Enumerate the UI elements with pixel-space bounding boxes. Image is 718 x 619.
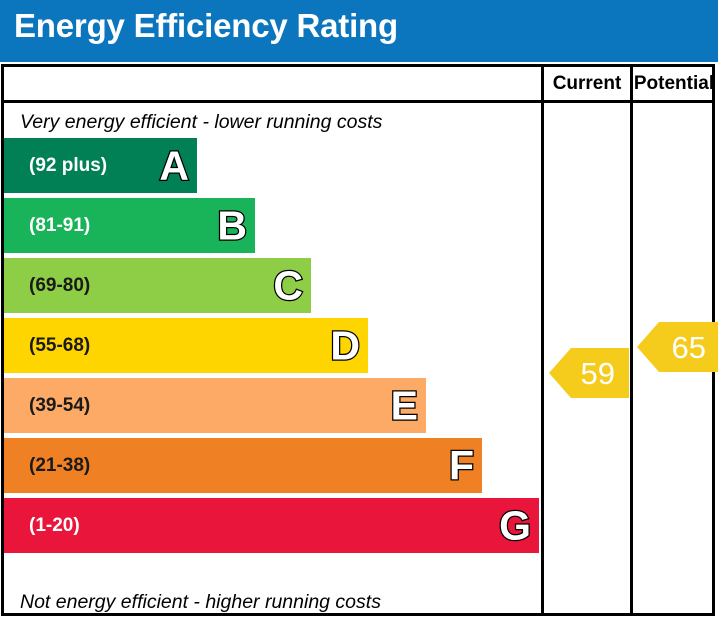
rating-band-g-range: (1-20)	[29, 514, 80, 536]
rating-band-a: (92 plus) A	[4, 138, 197, 193]
caption-inefficient: Not energy efficient - higher running co…	[20, 591, 381, 613]
chart-title-bar: Energy Efficiency Rating	[0, 0, 718, 62]
column-header-row	[4, 67, 712, 103]
potential-rating-value: 65	[671, 329, 706, 365]
current-rating-value: 59	[580, 355, 615, 391]
rating-band-b: (81-91) B	[4, 198, 255, 253]
epc-table-frame: Current Potential Very energy efficient …	[1, 64, 718, 616]
rating-band-c-range: (69-80)	[29, 274, 91, 296]
rating-band-b-letter: B	[216, 202, 248, 248]
column-header-potential-label: Potential	[633, 73, 715, 94]
rating-band-e-letter: E	[389, 382, 419, 428]
rating-band-a-range: (92 plus)	[29, 154, 108, 176]
rating-band-e-range: (39-54)	[29, 394, 91, 416]
rating-band-f: (21-38) F	[4, 438, 482, 493]
rating-band-d-letter: D	[329, 322, 361, 368]
rating-bands: (92 plus) A (81-91) B (69-80) C (55-68) D (39-54…	[4, 138, 541, 558]
rating-band-c-letter: C	[272, 262, 304, 308]
rating-band-g: (1-20) G	[4, 498, 539, 553]
page-title: Energy Efficiency Rating	[14, 7, 398, 44]
rating-band-g-letter: G	[498, 502, 532, 548]
current-rating-marker: 59	[549, 348, 629, 398]
rating-band-a-letter: A	[158, 142, 190, 188]
rating-band-d-range: (55-68)	[29, 334, 91, 356]
potential-rating-marker: 65	[637, 322, 718, 372]
caption-efficient: Very energy efficient - lower running co…	[20, 111, 383, 133]
rating-band-f-range: (21-38)	[29, 454, 91, 476]
rating-band-e: (39-54) E	[4, 378, 426, 433]
rating-band-c: (69-80) C	[4, 258, 311, 313]
column-header-current-label: Current	[552, 73, 622, 94]
column-divider-potential	[630, 67, 633, 613]
rating-band-b-range: (81-91)	[29, 214, 91, 236]
column-divider-current	[541, 67, 544, 613]
rating-band-f-letter: F	[448, 442, 476, 488]
rating-band-d: (55-68) D	[4, 318, 368, 373]
